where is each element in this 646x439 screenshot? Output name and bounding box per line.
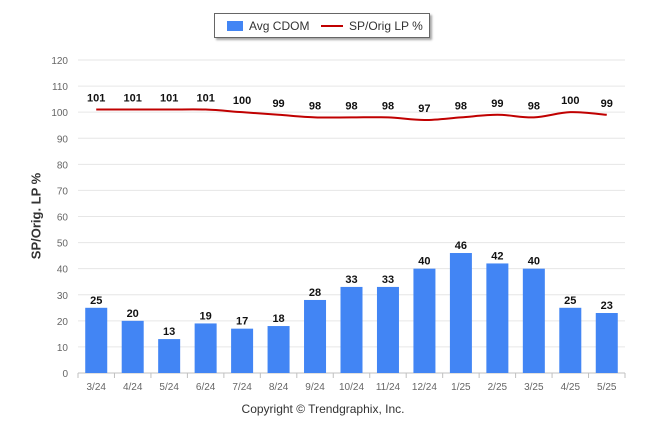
x-tick-label: 4/25 (561, 382, 581, 393)
x-tick-label: 5/25 (597, 382, 617, 393)
bar (376, 286, 399, 373)
bar (231, 328, 254, 373)
x-tick-label: 12/24 (412, 382, 437, 393)
line-data-label: 98 (309, 100, 321, 112)
line-data-label: 101 (124, 93, 142, 105)
bar (559, 307, 582, 373)
bar (304, 299, 327, 373)
line-data-label: 101 (196, 93, 214, 105)
y-tick-label: 0 (62, 369, 68, 380)
x-tick-label: 4/24 (123, 382, 143, 393)
bar-data-label: 25 (564, 295, 576, 307)
bar (449, 253, 472, 373)
legend-bar-label: Avg CDOM (249, 19, 310, 33)
bar (486, 263, 509, 373)
legend-line-swatch (321, 25, 343, 27)
y-tick-label: 60 (57, 213, 69, 224)
line-data-label: 100 (561, 95, 579, 107)
bar (595, 313, 618, 373)
line-data-label: 98 (345, 100, 357, 112)
line-data-label: 99 (491, 98, 503, 110)
y-axis-title: SP/Orig. LP % (28, 172, 44, 260)
y-tick-label: 20 (57, 317, 69, 328)
y-tick-label: 70 (57, 186, 69, 197)
x-tick-label: 3/25 (524, 382, 544, 393)
line-series (96, 108, 607, 121)
bar-data-label: 40 (418, 256, 430, 268)
bar-data-label: 33 (382, 274, 394, 286)
line-data-label: 99 (272, 98, 284, 110)
bar-data-label: 13 (163, 326, 175, 338)
x-tick-label: 5/24 (159, 382, 179, 393)
line-data-label: 99 (601, 98, 613, 110)
legend: Avg CDOM SP/Orig LP % (214, 13, 430, 38)
bar-data-label: 18 (272, 313, 284, 325)
bar (522, 268, 545, 373)
x-tick-label: 11/24 (376, 382, 401, 393)
x-tick-label: 6/24 (196, 382, 216, 393)
y-tick-label: 80 (57, 160, 69, 171)
y-tick-label: 30 (57, 291, 69, 302)
x-tick-label: 8/24 (269, 382, 289, 393)
bar-data-label: 19 (200, 310, 212, 322)
y-tick-label: 110 (52, 82, 68, 93)
y-tick-label: 40 (57, 265, 69, 276)
legend-bar-swatch (227, 21, 243, 31)
bar (85, 307, 108, 373)
line-data-label: 100 (233, 95, 251, 107)
line-data-label: 98 (528, 100, 540, 112)
line-data-label: 97 (418, 103, 430, 115)
x-tick-label: 2/25 (488, 382, 508, 393)
bar-data-label: 46 (455, 240, 467, 252)
bar (267, 326, 290, 373)
bar-data-label: 20 (127, 308, 139, 320)
copyright-credit: Copyright © Trendgraphix, Inc. (241, 402, 405, 416)
y-tick-label: 10 (57, 343, 69, 354)
x-tick-label: 9/24 (305, 382, 325, 393)
y-tick-label: 120 (51, 56, 68, 67)
x-tick-label: 1/25 (451, 382, 471, 393)
bar-data-label: 28 (309, 287, 321, 299)
line-data-label: 98 (382, 100, 394, 112)
x-tick-label: 3/24 (86, 382, 106, 393)
y-tick-label: 100 (51, 108, 68, 119)
bar-data-label: 33 (345, 274, 357, 286)
bar-data-label: 42 (491, 250, 503, 262)
bar-data-label: 40 (528, 256, 540, 268)
x-tick-label: 7/24 (232, 382, 252, 393)
bar (194, 323, 217, 373)
y-tick-label: 50 (57, 239, 69, 250)
bar (413, 268, 436, 373)
bar-data-label: 17 (236, 316, 248, 328)
line-data-label: 98 (455, 100, 467, 112)
bar (340, 286, 363, 373)
bar-data-label: 23 (601, 300, 613, 312)
y-tick-label: 90 (57, 134, 69, 145)
bar (158, 339, 181, 373)
line-data-label: 101 (87, 93, 105, 105)
line-data-label: 101 (160, 93, 178, 105)
x-tick-label: 10/24 (339, 382, 364, 393)
bar (121, 320, 144, 373)
bar-data-label: 25 (90, 295, 102, 307)
legend-line-label: SP/Orig LP % (349, 19, 423, 33)
